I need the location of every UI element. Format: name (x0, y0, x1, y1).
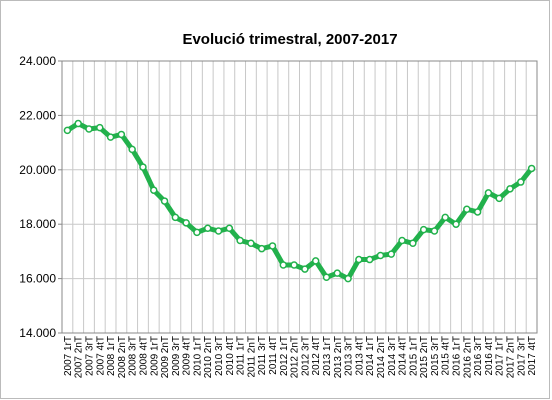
marker (139, 163, 147, 171)
marker (85, 125, 93, 133)
y-tick-label: 24.000 (19, 54, 56, 68)
x-tick-label: 2016 2nT (462, 336, 473, 378)
marker (452, 220, 460, 228)
x-tick-label: 2010 3rT (214, 336, 225, 376)
x-tick-label: 2012 2nT (290, 336, 301, 378)
x-tick-label: 2008 1rT (106, 336, 117, 376)
x-tick-label: 2008 3rT (128, 336, 139, 376)
x-tick-label: 2015 3rT (430, 336, 441, 376)
x-tick-label: 2007 3rT (84, 336, 95, 376)
x-tick-label: 2017 4tT (527, 336, 538, 375)
marker (247, 239, 255, 247)
marker (322, 273, 331, 281)
marker (387, 250, 396, 258)
x-tick-label: 2016 4tT (484, 336, 495, 375)
marker (301, 265, 309, 273)
marker (495, 194, 503, 203)
x-tick-label: 2008 4tT (138, 336, 149, 375)
x-tick-label: 2016 3rT (473, 336, 484, 376)
marker (96, 123, 104, 132)
x-tick-label: 2015 2nT (419, 336, 430, 378)
x-tick-label: 2007 2nT (74, 336, 85, 378)
marker (311, 257, 320, 265)
x-tick-label: 2010 4tT (225, 336, 236, 375)
marker (225, 224, 234, 233)
y-tick-label: 14.000 (19, 326, 56, 340)
marker (409, 239, 417, 247)
x-tick-label: 2011 4tT (268, 336, 279, 375)
x-tick-label: 2009 1rT (149, 336, 160, 376)
marker (398, 236, 406, 245)
x-tick-label: 2017 1rT (495, 336, 506, 376)
x-tick-label: 2014 3rT (387, 336, 398, 376)
x-tick-label: 2007 1rT (63, 336, 74, 376)
marker (106, 133, 115, 141)
x-tick-label: 2008 2nT (117, 336, 128, 378)
x-tick-label: 2013 1rT (322, 336, 333, 376)
marker (214, 227, 223, 235)
x-tick-label: 2015 1rT (408, 336, 419, 376)
marker (430, 227, 439, 235)
marker (171, 213, 180, 222)
x-tick-label: 2014 1rT (365, 336, 376, 376)
x-tick-label: 2014 4tT (398, 336, 409, 375)
marker (441, 213, 449, 222)
marker (160, 197, 169, 205)
chart-title: Evolució trimestral, 2007-2017 (182, 31, 397, 48)
marker (355, 255, 363, 264)
marker (484, 189, 493, 197)
x-tick-label: 2014 2nT (376, 336, 387, 378)
marker (290, 261, 298, 269)
marker (203, 224, 212, 233)
marker (463, 205, 471, 213)
marker (268, 242, 277, 250)
marker (236, 236, 244, 245)
plot-frame (61, 60, 538, 334)
x-tick-label: 2012 1rT (279, 336, 290, 376)
x-tick-label: 2009 2nT (160, 336, 171, 378)
marker (63, 126, 72, 135)
y-tick-label: 22.000 (19, 108, 56, 122)
marker (182, 219, 190, 227)
x-tick-label: 2010 2nT (203, 336, 214, 378)
x-tick-label: 2010 1rT (192, 336, 203, 376)
y-tick-label: 16.000 (19, 272, 56, 286)
marker (527, 164, 536, 173)
x-tick-label: 2007 4tT (95, 336, 106, 375)
x-tick-label: 2011 3rT (257, 336, 268, 375)
x-tick-label: 2015 4tT (441, 336, 452, 375)
marker (473, 208, 482, 216)
marker (517, 178, 525, 186)
marker (257, 244, 266, 253)
y-tick-label: 18.000 (19, 217, 56, 231)
marker (193, 228, 201, 237)
marker (333, 269, 342, 277)
marker (419, 225, 428, 234)
marker (74, 119, 82, 128)
x-tick-label: 2011 1rT (236, 336, 247, 375)
x-tick-label: 2012 4tT (311, 336, 322, 375)
x-tick-label: 2017 2nT (506, 336, 517, 378)
x-tick-label: 2017 3rT (516, 336, 527, 376)
x-tick-label: 2013 2nT (333, 336, 344, 378)
x-tick-label: 2009 3rT (171, 336, 182, 376)
marker (279, 261, 288, 269)
x-tick-label: 2013 4tT (354, 336, 365, 375)
marker (506, 185, 514, 193)
x-tick-label: 2012 3rT (300, 336, 311, 376)
marker (365, 255, 374, 264)
marker (128, 145, 136, 154)
marker (344, 274, 352, 283)
x-tick-label: 2011 2nT (246, 336, 257, 378)
marker (150, 186, 158, 194)
x-tick-label: 2013 3rT (344, 336, 355, 376)
marker (117, 130, 126, 139)
x-tick-label: 2016 1rT (452, 336, 463, 376)
x-tick-label: 2009 4tT (182, 336, 193, 375)
y-tick-label: 20.000 (19, 163, 56, 177)
marker (376, 251, 385, 260)
